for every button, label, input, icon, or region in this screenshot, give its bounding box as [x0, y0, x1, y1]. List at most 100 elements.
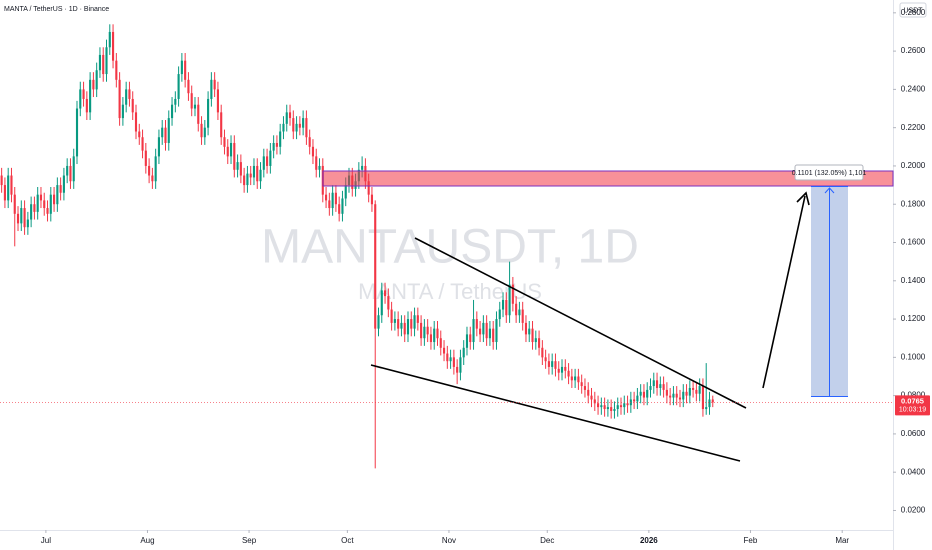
candle-body — [390, 309, 393, 323]
candle-body — [531, 328, 534, 343]
candle-body — [606, 407, 609, 410]
candle-body — [3, 185, 6, 201]
candle-body — [325, 194, 328, 201]
currency-box[interactable] — [899, 2, 927, 18]
candle-body — [701, 386, 704, 410]
candle-body — [16, 213, 20, 224]
candle-body — [639, 391, 642, 396]
candle-body — [698, 386, 701, 394]
candle-body — [7, 175, 10, 201]
candle-body — [387, 296, 390, 310]
candle-body — [485, 322, 488, 339]
last-price-label: 0.0765 — [901, 396, 924, 405]
candle-body — [223, 137, 226, 147]
candle-body — [626, 403, 629, 406]
candle-body — [524, 322, 528, 335]
y-tick-label: 0.0600 — [901, 429, 926, 438]
candle-body — [465, 334, 469, 348]
candle-body — [56, 185, 59, 205]
candle-body — [59, 185, 62, 193]
candle-body — [334, 192, 337, 205]
x-tick-label: Dec — [540, 536, 554, 545]
candle-body — [161, 127, 164, 138]
candle-body — [344, 185, 347, 199]
candle-body — [118, 79, 121, 119]
candle-body — [636, 395, 639, 402]
candle-body — [33, 204, 36, 212]
candle-body — [246, 173, 249, 186]
candle-body — [229, 142, 233, 157]
candle-body — [75, 108, 79, 157]
candle-body — [318, 165, 321, 170]
target-arrow — [762, 195, 806, 389]
y-tick-label: 0.0200 — [901, 506, 926, 515]
candle-body — [315, 156, 318, 170]
candle-body — [66, 165, 69, 176]
x-tick-label: Sep — [242, 536, 257, 545]
candle-body — [452, 357, 455, 367]
candle-body — [213, 79, 216, 90]
candle-body — [85, 98, 88, 113]
candle-body — [492, 328, 495, 343]
candles — [0, 24, 714, 469]
candle-body — [361, 165, 364, 170]
candle-body — [521, 309, 524, 323]
candle-body — [236, 162, 239, 170]
candle-body — [141, 137, 144, 151]
candle-body — [518, 309, 521, 316]
y-tick-label: 0.0400 — [901, 467, 926, 476]
candle-body — [456, 366, 459, 373]
candle-body — [380, 290, 383, 316]
candle-body — [62, 175, 65, 193]
x-tick-label: Mar — [835, 536, 849, 545]
candle-body — [544, 357, 547, 362]
candle-body — [610, 407, 613, 411]
candle-body — [642, 391, 646, 398]
candle-body — [36, 194, 39, 212]
candle-body — [410, 319, 413, 329]
candle-body — [98, 54, 102, 71]
candle-body — [262, 156, 265, 170]
candle-body — [252, 165, 256, 178]
candle-body — [30, 204, 33, 220]
candle-body — [203, 127, 206, 138]
candle-body — [79, 89, 82, 109]
candle-body — [528, 328, 531, 335]
x-tick-label: Nov — [442, 536, 456, 545]
candle-body — [501, 299, 505, 310]
candle-body — [177, 74, 180, 99]
countdown: 10:03:19 — [899, 407, 926, 414]
candle-body — [570, 376, 573, 381]
candle-body — [403, 322, 406, 335]
candle-body — [138, 131, 141, 138]
candle-body — [436, 328, 439, 339]
candle-body — [406, 319, 410, 335]
candle-body — [678, 397, 682, 400]
candle-body — [682, 391, 685, 400]
candle-body — [564, 366, 567, 371]
candle-body — [200, 123, 203, 138]
candle-body — [170, 104, 174, 119]
candle-body — [547, 361, 550, 367]
candle-body — [603, 405, 606, 410]
candle-body — [295, 123, 298, 132]
candle-body — [184, 60, 187, 80]
candle-body — [190, 93, 193, 109]
candle-body — [187, 79, 190, 94]
candle-body — [479, 328, 482, 335]
candle-body — [482, 322, 485, 335]
candle-body — [285, 112, 288, 124]
candle-body — [475, 319, 478, 329]
candle-body — [593, 399, 596, 404]
y-tick-label: 0.2800 — [901, 8, 926, 17]
x-tick-label: 2026 — [640, 536, 658, 545]
candle-body — [23, 208, 26, 228]
axes: 0.2800 0.2600 0.2400 0.2200 0.2000 0.1800 0.16… — [0, 8, 930, 545]
wedge-lower-line — [370, 364, 741, 462]
candle-body — [144, 150, 147, 166]
currency: USDT — [903, 7, 923, 14]
candle-body — [393, 319, 396, 323]
candle-body — [416, 315, 419, 323]
candle-body — [613, 409, 616, 411]
y-tick-label: 0.2600 — [901, 46, 926, 55]
